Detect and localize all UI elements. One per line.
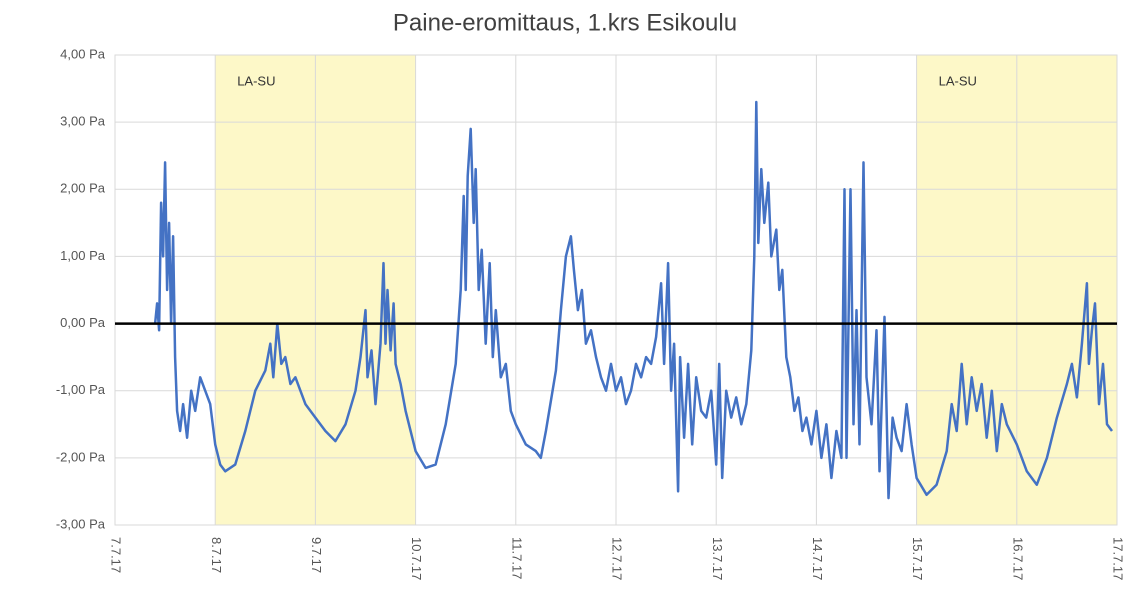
x-tick-label: 15.7.17 — [910, 537, 925, 580]
x-tick-label: 13.7.17 — [710, 537, 725, 580]
x-tick-label: 12.7.17 — [610, 537, 625, 580]
chart-title: Paine-eromittaus, 1.krs Esikoulu — [393, 9, 737, 36]
y-tick-label: 2,00 Pa — [60, 181, 106, 196]
y-tick-label: -3,00 Pa — [56, 516, 106, 531]
y-tick-label: 0,00 Pa — [60, 315, 106, 330]
x-tick-label: 11.7.17 — [509, 537, 524, 579]
pressure-line — [153, 100, 1114, 500]
x-tick-label: 16.7.17 — [1010, 537, 1025, 580]
band-label: LA-SU — [939, 73, 977, 88]
y-tick-label: 1,00 Pa — [60, 248, 106, 263]
x-tick-label: 7.7.17 — [109, 537, 124, 573]
x-tick-label: 9.7.17 — [309, 537, 324, 573]
band-label: LA-SU — [237, 73, 275, 88]
x-tick-label: 17.7.17 — [1111, 537, 1126, 580]
y-tick-label: -1,00 Pa — [56, 382, 106, 397]
x-tick-label: 10.7.17 — [409, 537, 424, 580]
y-tick-label: -2,00 Pa — [56, 449, 106, 464]
y-tick-label: 3,00 Pa — [60, 114, 106, 129]
y-tick-label: 4,00 Pa — [60, 46, 106, 61]
x-tick-label: 14.7.17 — [810, 537, 825, 580]
x-tick-label: 8.7.17 — [209, 537, 224, 573]
